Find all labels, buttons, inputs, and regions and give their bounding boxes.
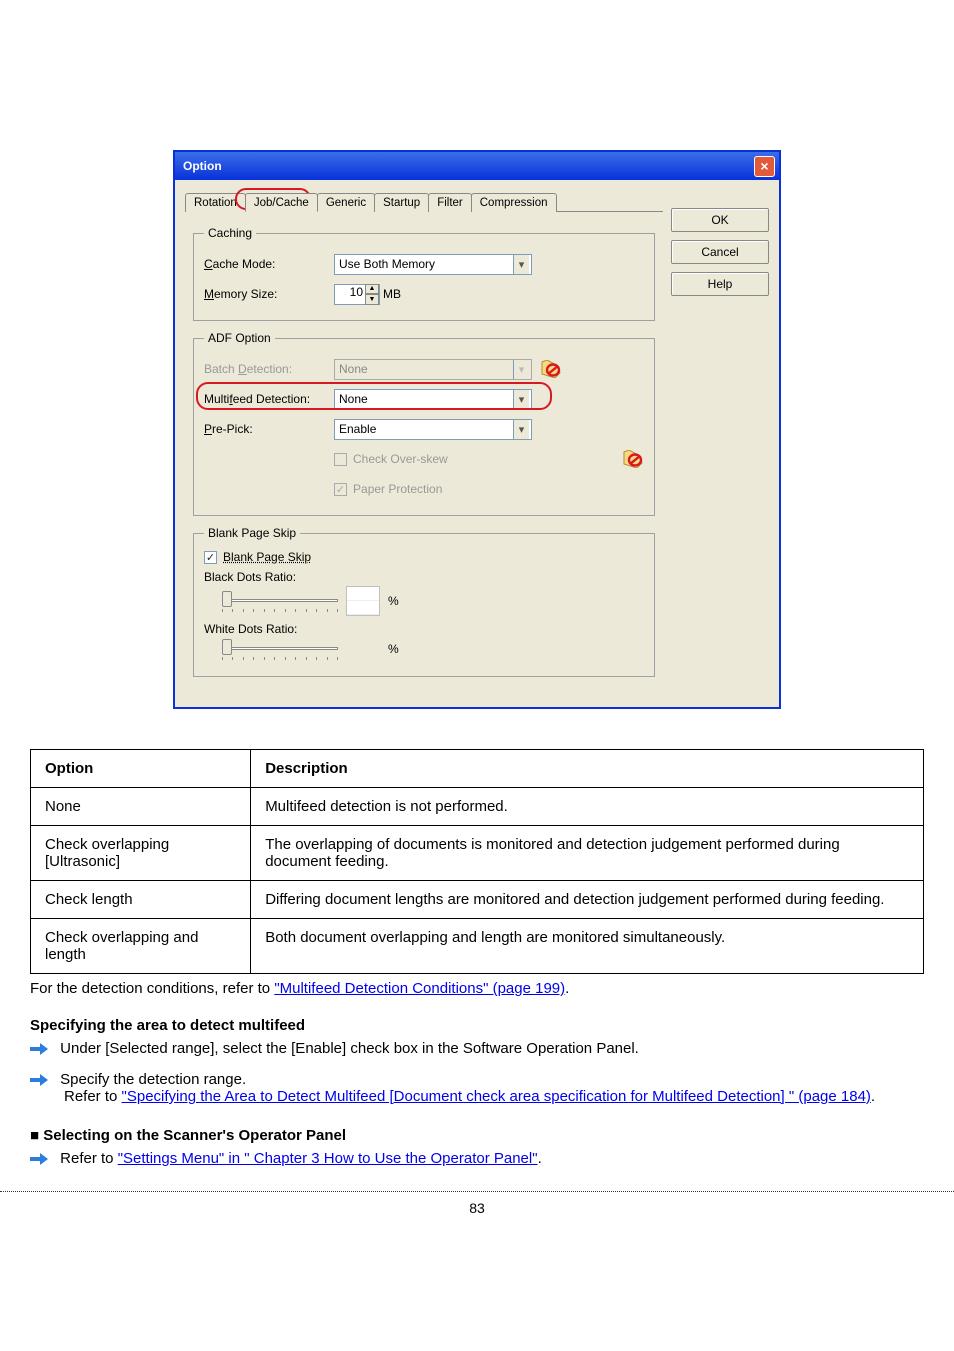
group-caching: Caching Cache Mode: Use Both Memory Memo… xyxy=(193,226,655,321)
step-3: Refer to "Settings Menu" in " Chapter 3 … xyxy=(30,1150,924,1167)
page-number: 83 xyxy=(30,1200,924,1216)
black-dots-label: Black Dots Ratio: xyxy=(204,570,644,584)
td-desc: The overlapping of documents is monitore… xyxy=(251,826,924,881)
memory-unit: MB xyxy=(383,287,401,301)
close-icon: × xyxy=(760,159,768,173)
tabs: Rotation Job/Cache Generic Startup Filte… xyxy=(185,192,663,212)
td-option: Check length xyxy=(31,881,251,919)
group-blank: Blank Page Skip ✓ Blank Page Skip Black … xyxy=(193,526,655,677)
batch-detection-label: Batch Detection: xyxy=(204,362,334,376)
blank-page-skip-label: Blank Page Skip xyxy=(223,550,311,564)
checkbox-icon xyxy=(334,453,347,466)
cache-mode-label: Cache Mode: xyxy=(204,257,334,271)
black-dots-slider[interactable] xyxy=(222,590,338,612)
footnote-link[interactable]: "Multifeed Detection Conditions" (page 1… xyxy=(274,980,565,997)
td-option: None xyxy=(31,788,251,826)
checkbox-icon: ✓ xyxy=(204,551,217,564)
paper-protection: ✓ Paper Protection xyxy=(334,482,442,496)
td-desc: Multifeed detection is not performed. xyxy=(251,788,924,826)
prepick-select[interactable]: Enable xyxy=(334,419,532,440)
arrow-icon xyxy=(30,1073,48,1087)
tab-startup[interactable]: Startup xyxy=(374,193,429,212)
table-footnote: For the detection conditions, refer to "… xyxy=(30,980,924,997)
tab-generic[interactable]: Generic xyxy=(317,193,375,212)
options-table: OptionDescription NoneMultifeed detectio… xyxy=(30,749,924,974)
paper-protection-label: Paper Protection xyxy=(353,482,442,496)
cancel-button[interactable]: Cancel xyxy=(671,240,769,264)
arrow-icon xyxy=(30,1152,48,1166)
subheading: ■ Selecting on the Scanner's Operator Pa… xyxy=(30,1127,924,1144)
arrow-icon xyxy=(30,1042,48,1056)
ok-button[interactable]: OK xyxy=(671,208,769,232)
steps-section: Specifying the area to detect multifeed … xyxy=(30,1017,924,1167)
white-dots-slider[interactable] xyxy=(222,638,338,660)
window-title: Option xyxy=(183,159,222,173)
option-dialog: Option × Rotation Job/Cache Generic Star… xyxy=(173,150,781,709)
multifeed-detection-label: Multifeed Detection: xyxy=(204,392,334,406)
memory-size-label: Memory Size: xyxy=(204,287,334,301)
step-2: Specify the detection range. xyxy=(30,1071,924,1088)
group-caching-legend: Caching xyxy=(204,226,256,240)
group-adf: ADF Option Batch Detection: None Multife… xyxy=(193,331,655,516)
step-1: Under [Selected range], select the [Enab… xyxy=(30,1040,924,1057)
batch-detection-select: None xyxy=(334,359,532,380)
td-option: Check overlapping and length xyxy=(31,919,251,974)
dialog-buttons: OK Cancel Help xyxy=(671,186,769,691)
th-option: Option xyxy=(31,750,251,788)
tab-filter[interactable]: Filter xyxy=(428,193,472,212)
footer-divider xyxy=(0,1191,954,1192)
blank-page-skip-check[interactable]: ✓ Blank Page Skip xyxy=(204,550,644,564)
pct-label: % xyxy=(388,594,399,608)
td-desc: Differing document lengths are monitored… xyxy=(251,881,924,919)
tab-panel: Caching Cache Mode: Use Both Memory Memo… xyxy=(185,212,663,691)
help-button[interactable]: Help xyxy=(671,272,769,296)
pct-label: % xyxy=(388,642,399,656)
tab-compression[interactable]: Compression xyxy=(471,193,557,212)
close-button[interactable]: × xyxy=(754,156,775,177)
prepick-label: Pre-Pick: xyxy=(204,422,334,436)
step-2-link[interactable]: "Specifying the Area to Detect Multifeed… xyxy=(122,1088,871,1105)
prohibit-icon xyxy=(620,450,644,468)
td-desc: Both document overlapping and length are… xyxy=(251,919,924,974)
checkbox-icon: ✓ xyxy=(334,483,347,496)
black-dots-value xyxy=(346,586,380,616)
titlebar: Option × xyxy=(175,152,779,180)
cache-mode-select[interactable]: Use Both Memory xyxy=(334,254,532,275)
check-overskew: Check Over-skew xyxy=(334,452,448,466)
memory-spin-buttons[interactable]: ▲▼ xyxy=(365,284,379,305)
check-overskew-label: Check Over-skew xyxy=(353,452,448,466)
group-blank-legend: Blank Page Skip xyxy=(204,526,300,540)
steps-heading: Specifying the area to detect multifeed xyxy=(30,1017,924,1034)
step-3-link[interactable]: "Settings Menu" in " Chapter 3 How to Us… xyxy=(118,1150,538,1167)
white-dots-label: White Dots Ratio: xyxy=(204,622,644,636)
group-adf-legend: ADF Option xyxy=(204,331,275,345)
multifeed-detection-select[interactable]: None xyxy=(334,389,532,410)
td-option: Check overlapping [Ultrasonic] xyxy=(31,826,251,881)
tab-jobcache[interactable]: Job/Cache xyxy=(245,193,318,212)
th-description: Description xyxy=(251,750,924,788)
prohibit-icon xyxy=(538,360,562,378)
tab-rotation[interactable]: Rotation xyxy=(185,193,246,212)
step-2-sub: Refer to "Specifying the Area to Detect … xyxy=(64,1088,924,1105)
